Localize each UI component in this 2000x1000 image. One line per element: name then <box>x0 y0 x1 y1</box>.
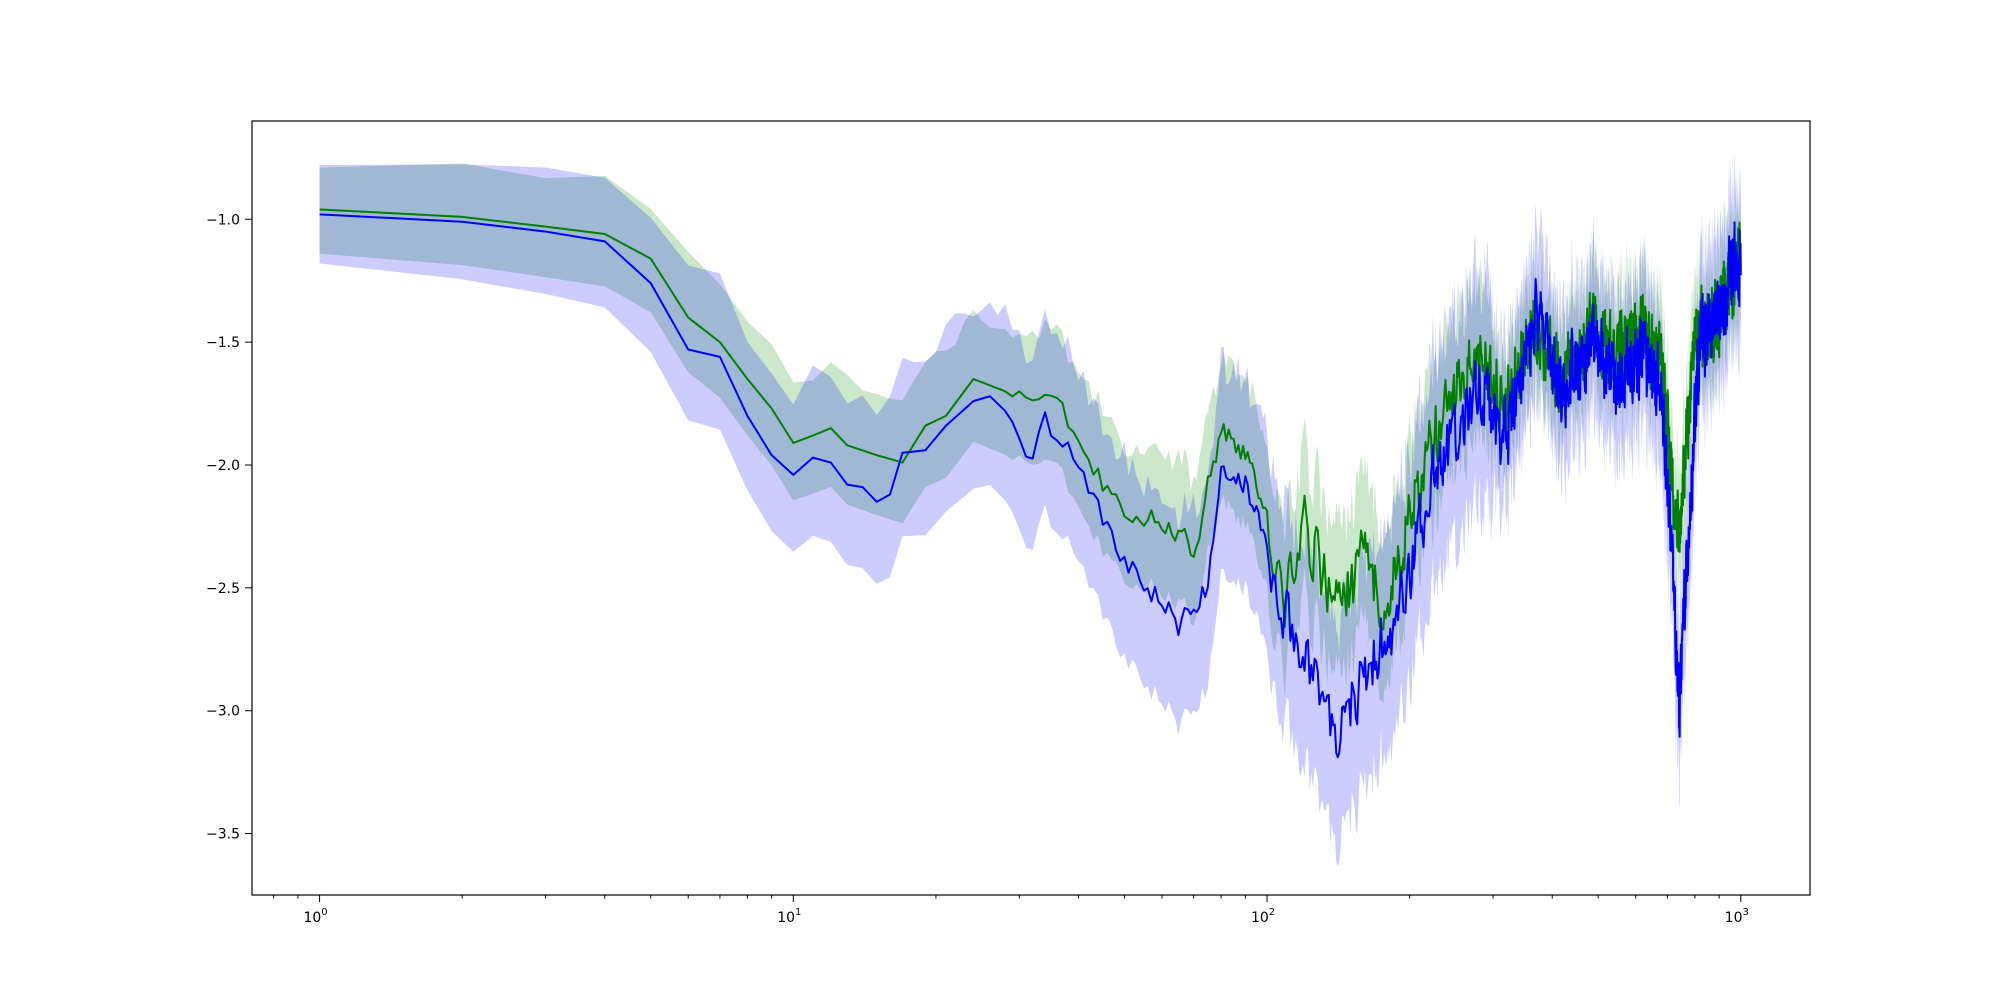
series-2-band <box>319 149 1741 867</box>
plot-frame <box>251 120 1811 896</box>
y-tick-label: −3.5 <box>206 827 240 843</box>
y-tick-label: −2.0 <box>206 458 240 474</box>
x-tick-label: 102 <box>1251 907 1275 926</box>
series-lines <box>319 208 1742 759</box>
y-tick-label: −1.0 <box>206 212 240 228</box>
y-tick-label: −3.0 <box>206 704 240 720</box>
y-tick-label: −2.5 <box>206 581 240 597</box>
x-tick-label: 100 <box>303 907 327 926</box>
y-tick-label: −1.5 <box>206 335 240 351</box>
confidence-bands <box>319 149 1741 867</box>
series-2-line <box>319 213 1742 759</box>
x-tick-label: 103 <box>1725 907 1749 926</box>
y-axis: −1.0 −1.5 −2.0 −2.5 −3.0 −3.5 <box>206 212 252 843</box>
x-tick-label: 101 <box>777 907 801 926</box>
x-axis: 100 101 102 103 <box>273 895 1749 926</box>
